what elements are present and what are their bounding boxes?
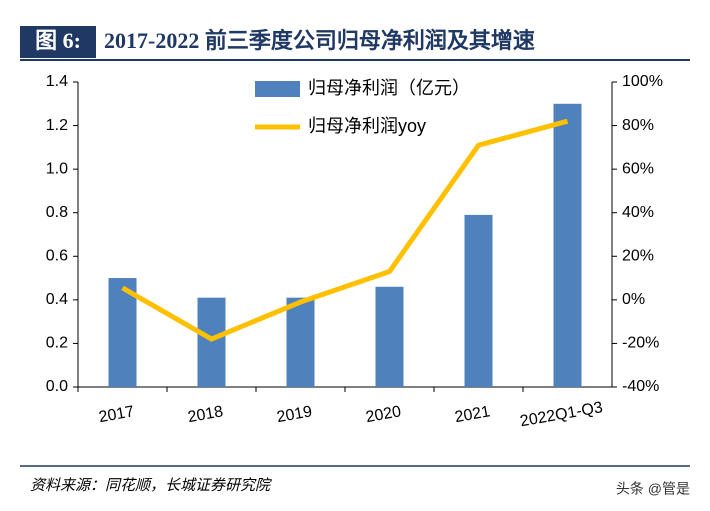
label-box bbox=[20, 26, 96, 58]
y-tick-label: 1.0 bbox=[46, 160, 68, 177]
y2-tick-label: 40% bbox=[622, 204, 654, 221]
y-tick-label: 0.2 bbox=[46, 335, 68, 352]
line bbox=[121, 118, 569, 342]
bar bbox=[464, 214, 493, 387]
figure-label: 图 6: bbox=[35, 28, 81, 53]
x-tick-label: 2021 bbox=[453, 403, 491, 426]
y2-tick-label: 100% bbox=[622, 73, 663, 90]
bar bbox=[197, 297, 226, 387]
x-tick-label: 2017 bbox=[97, 403, 135, 426]
y-tick-label: 1.4 bbox=[46, 73, 68, 90]
bar bbox=[108, 278, 137, 387]
y-tick-label: 0.6 bbox=[46, 248, 68, 265]
y2-tick-label: -40% bbox=[622, 378, 659, 395]
y-tick-label: 0.4 bbox=[46, 291, 68, 308]
legend-swatch bbox=[255, 81, 300, 97]
y-tick-label: 0.0 bbox=[46, 378, 68, 395]
title: 2017-2022 前三季度公司归母净利润及其增速 bbox=[104, 28, 535, 53]
y-tick-label: 1.2 bbox=[46, 117, 68, 134]
x-tick-label: 2022Q1-Q3 bbox=[519, 399, 604, 430]
y-tick-label: 0.8 bbox=[46, 204, 68, 221]
bar bbox=[553, 103, 582, 388]
source: 资料来源：同花顺，长城证券研究院 bbox=[30, 477, 272, 494]
bar bbox=[375, 286, 404, 387]
y2-tick-label: 0% bbox=[622, 291, 645, 308]
watermark: 头条 @管是 bbox=[616, 481, 690, 497]
legend-label: 归母净利润yoy bbox=[308, 116, 426, 136]
x-tick-label: 2019 bbox=[275, 403, 313, 426]
bar bbox=[286, 297, 315, 387]
y2-tick-label: 80% bbox=[622, 117, 654, 134]
y2-tick-label: 60% bbox=[622, 160, 654, 177]
y2-tick-label: -20% bbox=[622, 335, 659, 352]
x-tick-label: 2020 bbox=[364, 403, 402, 426]
y2-tick-label: 20% bbox=[622, 248, 654, 265]
x-tick-label: 2018 bbox=[186, 403, 224, 426]
legend-label: 归母净利润（亿元） bbox=[308, 78, 470, 98]
